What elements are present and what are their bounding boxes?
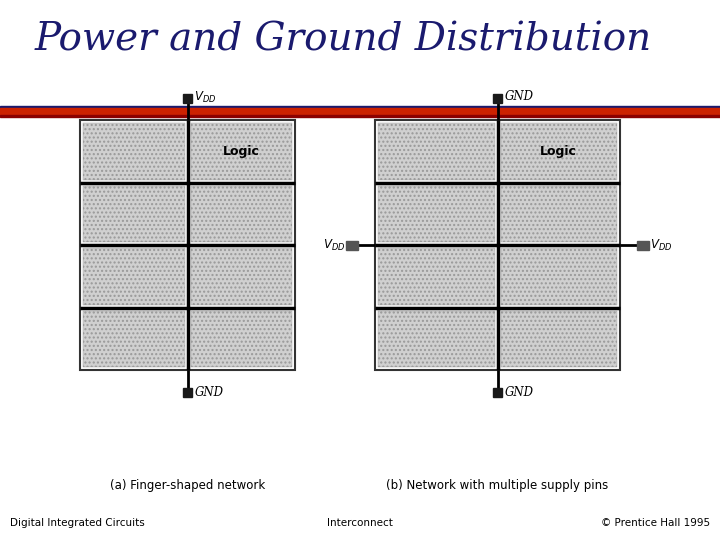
- Bar: [500, 186, 617, 242]
- Bar: [191, 248, 292, 305]
- Text: GND: GND: [505, 387, 534, 400]
- Text: Logic: Logic: [222, 145, 260, 158]
- Bar: [375, 120, 620, 370]
- Text: GND: GND: [505, 91, 534, 104]
- Text: GND: GND: [194, 387, 223, 400]
- Text: Digital Integrated Circuits: Digital Integrated Circuits: [10, 518, 145, 528]
- Bar: [183, 388, 192, 396]
- Bar: [80, 120, 295, 370]
- Bar: [378, 186, 495, 242]
- Bar: [375, 120, 620, 370]
- Bar: [183, 93, 192, 103]
- Text: Interconnect: Interconnect: [327, 518, 393, 528]
- Bar: [346, 240, 358, 249]
- Text: $V_{DD}$: $V_{DD}$: [194, 90, 217, 105]
- Bar: [80, 120, 295, 370]
- Bar: [0, 115, 720, 117]
- Bar: [500, 248, 617, 305]
- Bar: [378, 310, 495, 367]
- Bar: [637, 240, 649, 249]
- Bar: [0, 106, 720, 108]
- Bar: [500, 123, 617, 179]
- Bar: [83, 310, 184, 367]
- Bar: [83, 123, 184, 179]
- Bar: [500, 310, 617, 367]
- Bar: [191, 123, 292, 179]
- Text: $V_{DD}$: $V_{DD}$: [323, 238, 345, 253]
- Bar: [493, 93, 502, 103]
- Text: Logic: Logic: [540, 145, 577, 158]
- Bar: [83, 186, 184, 242]
- Text: (b) Network with multiple supply pins: (b) Network with multiple supply pins: [387, 478, 608, 491]
- Bar: [493, 388, 502, 396]
- Bar: [191, 186, 292, 242]
- Bar: [378, 248, 495, 305]
- Text: (a) Finger-shaped network: (a) Finger-shaped network: [110, 478, 265, 491]
- Text: © Prentice Hall 1995: © Prentice Hall 1995: [601, 518, 710, 528]
- Bar: [0, 108, 720, 115]
- Bar: [83, 248, 184, 305]
- Text: Power and Ground Distribution: Power and Ground Distribution: [35, 22, 652, 58]
- Text: $V_{DD}$: $V_{DD}$: [650, 238, 672, 253]
- Bar: [378, 123, 495, 179]
- Bar: [191, 310, 292, 367]
